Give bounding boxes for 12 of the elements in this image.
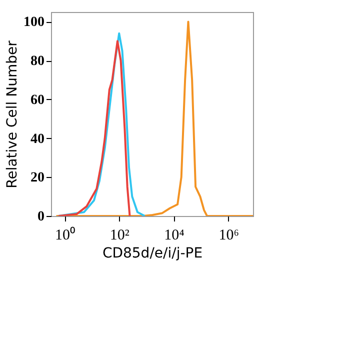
x-axis-title: CD85d/e/i/j-PE [102, 246, 203, 262]
x-tick-label: 10² [110, 228, 130, 244]
y-tick-label: 40 [30, 132, 44, 147]
y-tick-label: 20 [30, 170, 44, 186]
x-tick-label: 10⁰ [55, 226, 76, 244]
y-tick-label: 100 [24, 15, 44, 30]
y-tick-label: 80 [30, 54, 44, 70]
x-tick-label: 10⁶ [218, 228, 239, 244]
x-tick-label: 10⁴ [164, 228, 184, 244]
y-tick-label: 60 [30, 92, 44, 108]
y-tick-label: 0 [38, 210, 44, 224]
y-axis-title: Relative Cell Number [4, 40, 20, 188]
